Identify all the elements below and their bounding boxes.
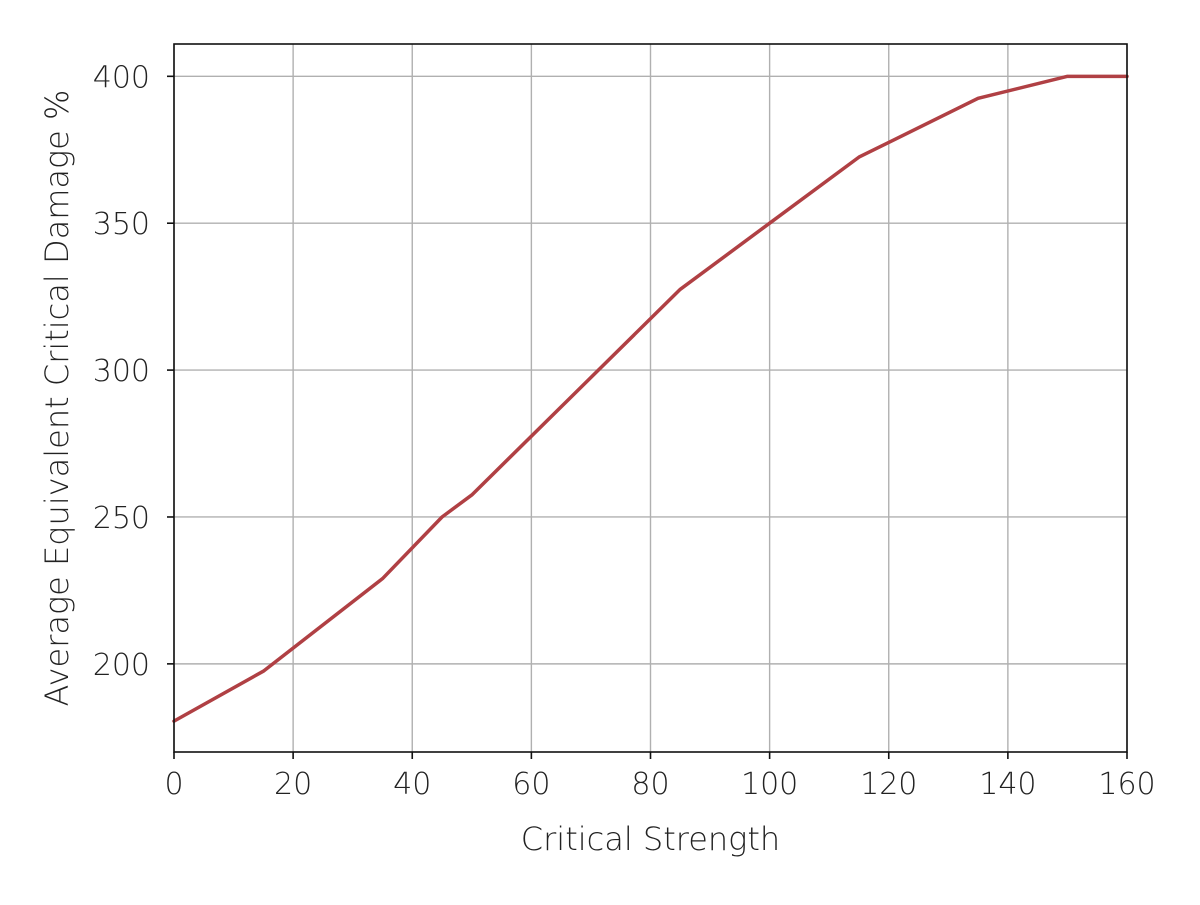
- y-tick-label: 300: [93, 354, 150, 389]
- series-layer: [172, 74, 1129, 723]
- x-axis-label: Critical Strength: [521, 820, 780, 858]
- y-axis-label: Average Equivalent Critical Damage %: [38, 90, 76, 707]
- axis-ticks: 0 20 40 60 80 100 120 140 160 200 250 300 350 400: [93, 60, 1156, 802]
- x-tick-label: 120: [860, 767, 917, 802]
- x-tick-label: 80: [631, 767, 669, 802]
- x-tick-label: 140: [979, 767, 1036, 802]
- y-tick-label: 200: [93, 648, 150, 683]
- y-tick-label: 250: [93, 501, 150, 536]
- x-tick-label: 60: [512, 767, 550, 802]
- series-line-0: [172, 74, 1129, 723]
- grid: [173, 44, 1128, 752]
- x-tick-label: 20: [274, 767, 312, 802]
- x-tick-label: 100: [741, 767, 798, 802]
- y-tick-label: 350: [93, 207, 150, 242]
- x-tick-label: 160: [1098, 767, 1155, 802]
- y-tick-label: 400: [93, 60, 150, 95]
- x-tick-label: 40: [393, 767, 431, 802]
- x-tick-label: 0: [164, 767, 183, 802]
